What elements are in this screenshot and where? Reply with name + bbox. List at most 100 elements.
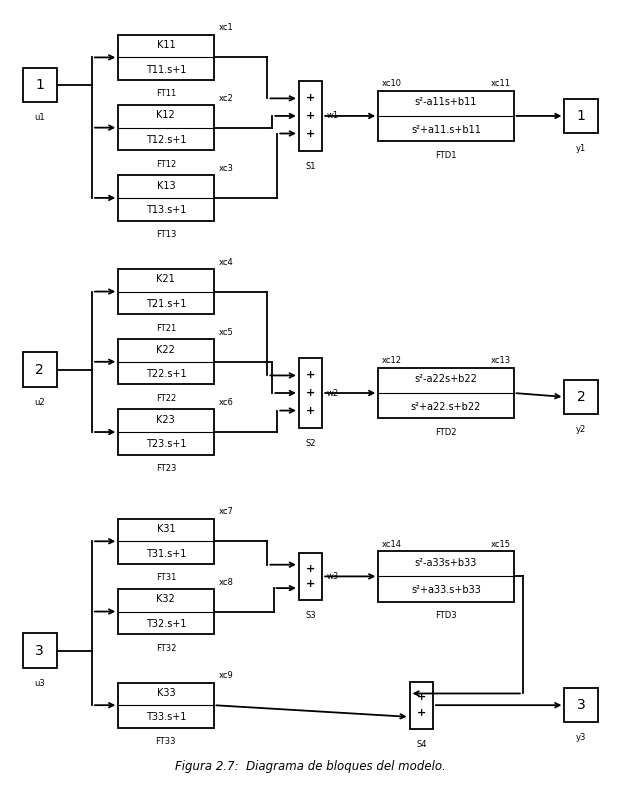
Text: xc5: xc5: [219, 328, 233, 337]
Text: w2: w2: [327, 388, 339, 398]
Text: 1: 1: [35, 78, 44, 92]
Text: u1: u1: [34, 113, 45, 122]
Bar: [410, 681, 433, 729]
Text: T11.s+1: T11.s+1: [146, 64, 186, 75]
Text: +: +: [306, 128, 315, 138]
Text: xc14: xc14: [381, 540, 401, 549]
Text: y3: y3: [576, 733, 586, 742]
Text: 1: 1: [577, 109, 586, 123]
Text: T31.s+1: T31.s+1: [146, 549, 186, 559]
Bar: [299, 81, 322, 151]
Text: K31: K31: [156, 524, 175, 534]
Text: w3: w3: [327, 572, 339, 581]
Text: T13.s+1: T13.s+1: [146, 205, 186, 215]
Text: xc3: xc3: [219, 164, 233, 173]
Text: xc15: xc15: [491, 540, 510, 549]
Text: K23: K23: [156, 415, 175, 424]
Bar: [23, 68, 57, 102]
Text: xc10: xc10: [381, 79, 401, 88]
Bar: [118, 519, 214, 564]
Text: K22: K22: [156, 344, 175, 354]
Text: 3: 3: [35, 644, 44, 658]
Text: K11: K11: [156, 40, 175, 50]
Text: +: +: [306, 388, 315, 398]
Text: T32.s+1: T32.s+1: [145, 619, 186, 629]
Text: xc4: xc4: [219, 258, 233, 266]
Text: T33.s+1: T33.s+1: [146, 712, 186, 722]
Bar: [564, 688, 598, 722]
Text: S3: S3: [305, 611, 316, 619]
Text: FT22: FT22: [156, 394, 176, 402]
Bar: [118, 339, 214, 384]
Text: +: +: [306, 111, 315, 121]
Text: FT12: FT12: [156, 160, 176, 169]
Text: FT13: FT13: [156, 230, 176, 239]
Text: +: +: [306, 579, 315, 590]
Text: xc6: xc6: [219, 398, 233, 407]
Text: T12.s+1: T12.s+1: [145, 135, 186, 145]
Text: xc2: xc2: [219, 94, 233, 103]
Text: FT21: FT21: [156, 324, 176, 332]
Text: K33: K33: [156, 688, 175, 698]
Text: 2: 2: [35, 362, 44, 376]
Text: Figura 2.7:  Diagrama de bloques del modelo.: Figura 2.7: Diagrama de bloques del mode…: [175, 760, 446, 773]
Text: +: +: [417, 692, 426, 703]
Text: K21: K21: [156, 274, 175, 285]
Text: +: +: [417, 708, 426, 718]
Text: s²+a11.s+b11: s²+a11.s+b11: [411, 125, 481, 134]
Text: y1: y1: [576, 144, 586, 153]
Text: S1: S1: [306, 162, 315, 171]
Text: +: +: [306, 370, 315, 380]
Text: xc13: xc13: [491, 356, 510, 365]
Text: T22.s+1: T22.s+1: [145, 369, 186, 379]
Bar: [564, 380, 598, 414]
Text: y2: y2: [576, 425, 586, 434]
Text: 3: 3: [577, 698, 586, 712]
Text: xc8: xc8: [219, 578, 233, 586]
Bar: [564, 99, 598, 133]
Text: FTD3: FTD3: [435, 612, 456, 620]
Text: s²+a33.s+b33: s²+a33.s+b33: [411, 585, 481, 595]
Text: +: +: [306, 94, 315, 104]
Bar: [299, 358, 322, 428]
Text: S4: S4: [416, 740, 427, 748]
Text: s²-a33s+b33: s²-a33s+b33: [415, 558, 477, 567]
Text: K12: K12: [156, 110, 175, 120]
Text: FT11: FT11: [156, 90, 176, 98]
Text: w1: w1: [327, 112, 339, 120]
Bar: [118, 35, 214, 80]
Text: FT31: FT31: [156, 573, 176, 582]
Text: s²-a22s+b22: s²-a22s+b22: [414, 374, 478, 384]
Text: K13: K13: [156, 181, 175, 191]
Text: K32: K32: [156, 594, 175, 604]
Bar: [118, 105, 214, 150]
Bar: [118, 269, 214, 314]
Bar: [23, 634, 57, 668]
Text: FTD2: FTD2: [435, 428, 456, 437]
Bar: [378, 368, 514, 418]
Text: 2: 2: [577, 390, 586, 404]
Text: FT32: FT32: [156, 644, 176, 652]
Bar: [118, 410, 214, 454]
Text: xc7: xc7: [219, 507, 233, 516]
Bar: [23, 352, 57, 387]
Text: u3: u3: [34, 678, 45, 688]
Bar: [118, 682, 214, 728]
Text: xc12: xc12: [381, 356, 401, 365]
Text: FTD1: FTD1: [435, 151, 456, 160]
Text: T21.s+1: T21.s+1: [145, 299, 186, 309]
Text: s²-a11s+b11: s²-a11s+b11: [415, 97, 477, 107]
Bar: [299, 553, 322, 600]
Text: xc1: xc1: [219, 24, 233, 32]
Bar: [378, 90, 514, 141]
Text: S2: S2: [306, 439, 315, 448]
Text: xc9: xc9: [219, 671, 233, 680]
Text: +: +: [306, 564, 315, 574]
Text: FT33: FT33: [156, 737, 176, 746]
Bar: [118, 589, 214, 634]
Text: +: +: [306, 406, 315, 416]
Text: xc11: xc11: [491, 79, 510, 88]
Bar: [378, 551, 514, 602]
Bar: [118, 175, 214, 221]
Text: u2: u2: [34, 398, 45, 406]
